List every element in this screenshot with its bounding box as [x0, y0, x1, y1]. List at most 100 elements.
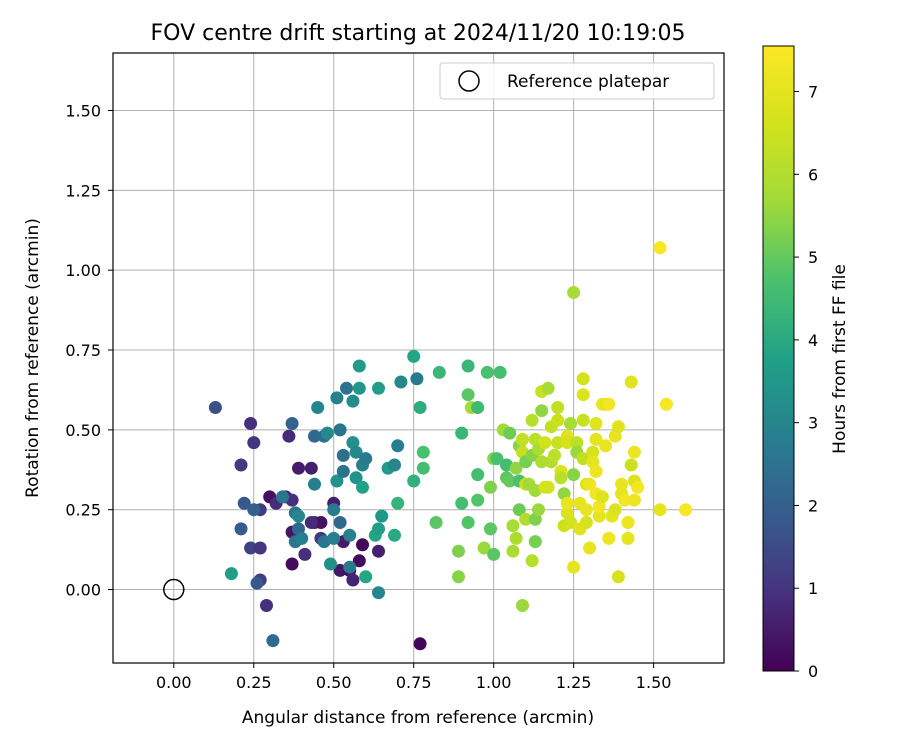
data-point: [413, 401, 427, 414]
data-point: [535, 455, 549, 469]
data-point: [528, 535, 542, 549]
data-point: [298, 547, 312, 561]
data-point: [627, 493, 641, 507]
data-point: [407, 474, 421, 488]
data-point: [509, 461, 523, 475]
data-point: [659, 397, 673, 411]
legend: Reference platepar: [439, 62, 715, 100]
data-point: [480, 365, 494, 379]
data-point: [579, 516, 593, 529]
data-point: [627, 445, 641, 459]
data-point: [349, 471, 363, 485]
data-point: [295, 531, 309, 545]
colorbar-tick-label: 0: [808, 662, 818, 681]
colorbar-tick-label: 1: [808, 579, 818, 598]
data-point: [391, 496, 405, 510]
data-point: [538, 436, 552, 450]
data-point: [343, 560, 357, 574]
data-point: [554, 471, 568, 485]
data-point: [532, 503, 545, 517]
data-point: [253, 541, 267, 555]
data-point: [372, 544, 385, 558]
data-point: [327, 531, 341, 545]
data-point: [471, 468, 485, 482]
data-point: [560, 496, 574, 510]
data-point: [589, 432, 603, 446]
data-point: [487, 547, 501, 561]
data-point: [413, 637, 427, 651]
plot-frame: [112, 52, 725, 664]
data-point: [372, 586, 385, 600]
data-point: [618, 493, 632, 507]
data-point: [576, 372, 590, 386]
y-tick-label: 1.00: [65, 261, 101, 280]
data-point: [602, 397, 616, 411]
data-point: [250, 576, 264, 590]
data-point: [506, 519, 520, 533]
colorbar: [762, 45, 795, 672]
data-point: [461, 516, 475, 529]
data-point: [285, 557, 299, 571]
data-point: [391, 439, 405, 453]
data-point: [336, 464, 350, 478]
data-point: [519, 512, 533, 526]
data-point: [564, 516, 577, 529]
colorbar-tick-label: 3: [808, 414, 818, 433]
data-point: [567, 468, 581, 482]
legend-box: [439, 62, 715, 100]
data-point: [340, 381, 353, 395]
data-point: [330, 391, 344, 405]
data-point: [484, 522, 497, 536]
y-tick-label: 1.25: [65, 181, 101, 200]
chart-title: FOV centre drift starting at 2024/11/20 …: [151, 21, 686, 46]
x-axis-label: Angular distance from reference (arcmin): [242, 708, 594, 728]
data-point: [516, 599, 529, 612]
data-point: [541, 480, 555, 494]
legend-open-circle-marker: [458, 70, 480, 92]
data-point: [535, 404, 549, 418]
data-point: [304, 461, 318, 475]
data-point: [375, 509, 389, 523]
data-point: [461, 359, 475, 373]
reference-platepar-marker: [163, 578, 185, 601]
data-point: [410, 372, 424, 386]
y-axis-label: Rotation from reference (arcmin): [23, 218, 43, 498]
x-tick-label: 0.50: [316, 673, 352, 692]
data-point: [541, 381, 555, 395]
data-point: [346, 573, 360, 587]
data-point: [452, 544, 465, 558]
data-point: [506, 544, 520, 558]
x-tick-label: 1.00: [476, 673, 512, 692]
data-point: [516, 432, 529, 446]
data-point: [493, 365, 507, 379]
data-point: [503, 426, 517, 440]
data-point: [372, 522, 385, 536]
data-point: [244, 541, 258, 555]
data-point: [592, 509, 606, 523]
data-point: [359, 452, 373, 466]
data-point: [525, 554, 539, 568]
data-point: [484, 480, 497, 494]
data-point: [525, 413, 539, 427]
x-tick-label: 1.25: [556, 673, 592, 692]
data-point: [282, 429, 296, 443]
data-point: [551, 413, 565, 427]
data-point: [567, 286, 581, 299]
colorbar-tick-label: 5: [808, 248, 818, 267]
data-point: [407, 349, 421, 363]
data-point: [621, 531, 635, 545]
data-point: [611, 570, 625, 584]
data-point: [208, 401, 222, 414]
data-point: [679, 503, 693, 517]
colorbar-tick-label: 2: [808, 496, 818, 515]
data-point: [247, 436, 261, 450]
data-point: [416, 445, 430, 459]
data-point: [333, 516, 347, 529]
data-point: [490, 452, 504, 466]
data-point: [266, 634, 280, 648]
data-point: [260, 599, 273, 612]
data-point: [429, 516, 443, 529]
reference-marker-layer: [163, 578, 185, 601]
